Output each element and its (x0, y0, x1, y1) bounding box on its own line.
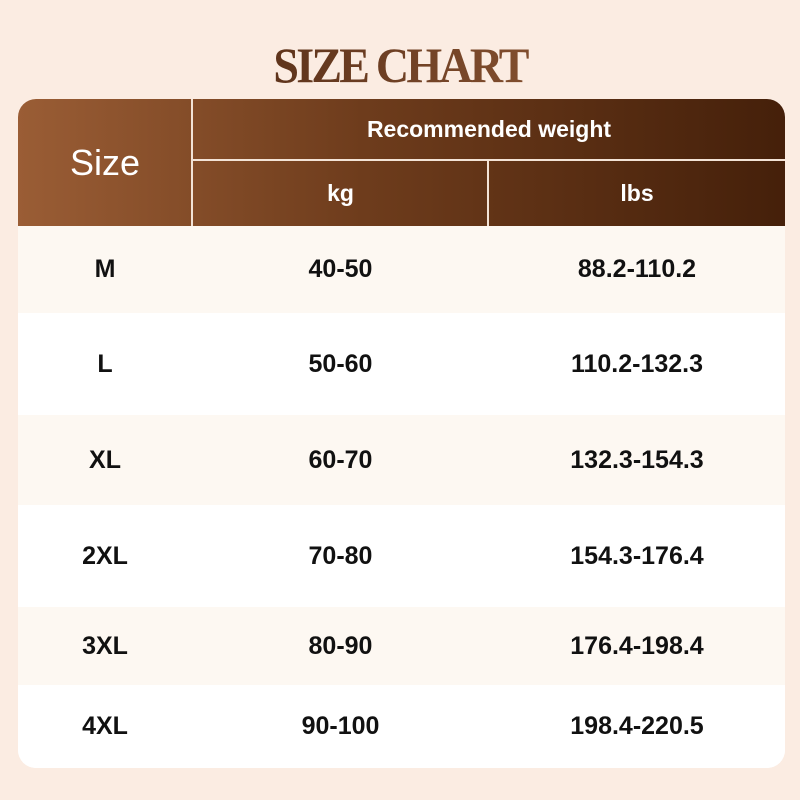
divider (487, 161, 489, 226)
divider (191, 99, 193, 226)
table-header: Size Recommended weight kg lbs (18, 99, 785, 226)
header-recommended-weight: Recommended weight (366, 115, 612, 142)
table-row: 2XL 70-80 154.3-176.4 (18, 505, 785, 607)
cell-size: 2XL (82, 541, 128, 570)
cell-kg: 90-100 (301, 712, 380, 740)
table-row: 4XL 90-100 198.4-220.5 (18, 685, 785, 768)
cell-kg: 50-60 (308, 349, 373, 378)
cell-lbs: 154.3-176.4 (570, 541, 704, 570)
cell-lbs: 110.2-132.3 (570, 349, 704, 378)
cell-size: 4XL (82, 712, 128, 740)
cell-size: M (94, 255, 116, 283)
cell-kg: 80-90 (308, 631, 373, 660)
cell-lbs: 132.3-154.3 (570, 445, 704, 474)
cell-lbs: 198.4-220.5 (570, 712, 704, 740)
divider (193, 159, 785, 161)
cell-kg: 40-50 (308, 255, 373, 283)
cell-lbs: 176.4-198.4 (570, 631, 704, 660)
header-kg: kg (327, 180, 354, 206)
cell-size: L (97, 349, 113, 378)
cell-kg: 60-70 (308, 445, 373, 474)
header-size: Size (69, 141, 141, 183)
page-title: SIZE CHART (32, 36, 768, 94)
cell-lbs: 88.2-110.2 (577, 255, 697, 283)
table-row: M 40-50 88.2-110.2 (18, 226, 785, 313)
header-lbs: lbs (620, 180, 654, 206)
table-row: 3XL 80-90 176.4-198.4 (18, 607, 785, 685)
cell-kg: 70-80 (308, 541, 373, 570)
size-chart-table: Size Recommended weight kg lbs M 40-50 88.… (18, 99, 785, 768)
table-row: L 50-60 110.2-132.3 (18, 313, 785, 415)
cell-size: XL (89, 445, 121, 474)
cell-size: 3XL (82, 631, 128, 660)
table-row: XL 60-70 132.3-154.3 (18, 415, 785, 505)
